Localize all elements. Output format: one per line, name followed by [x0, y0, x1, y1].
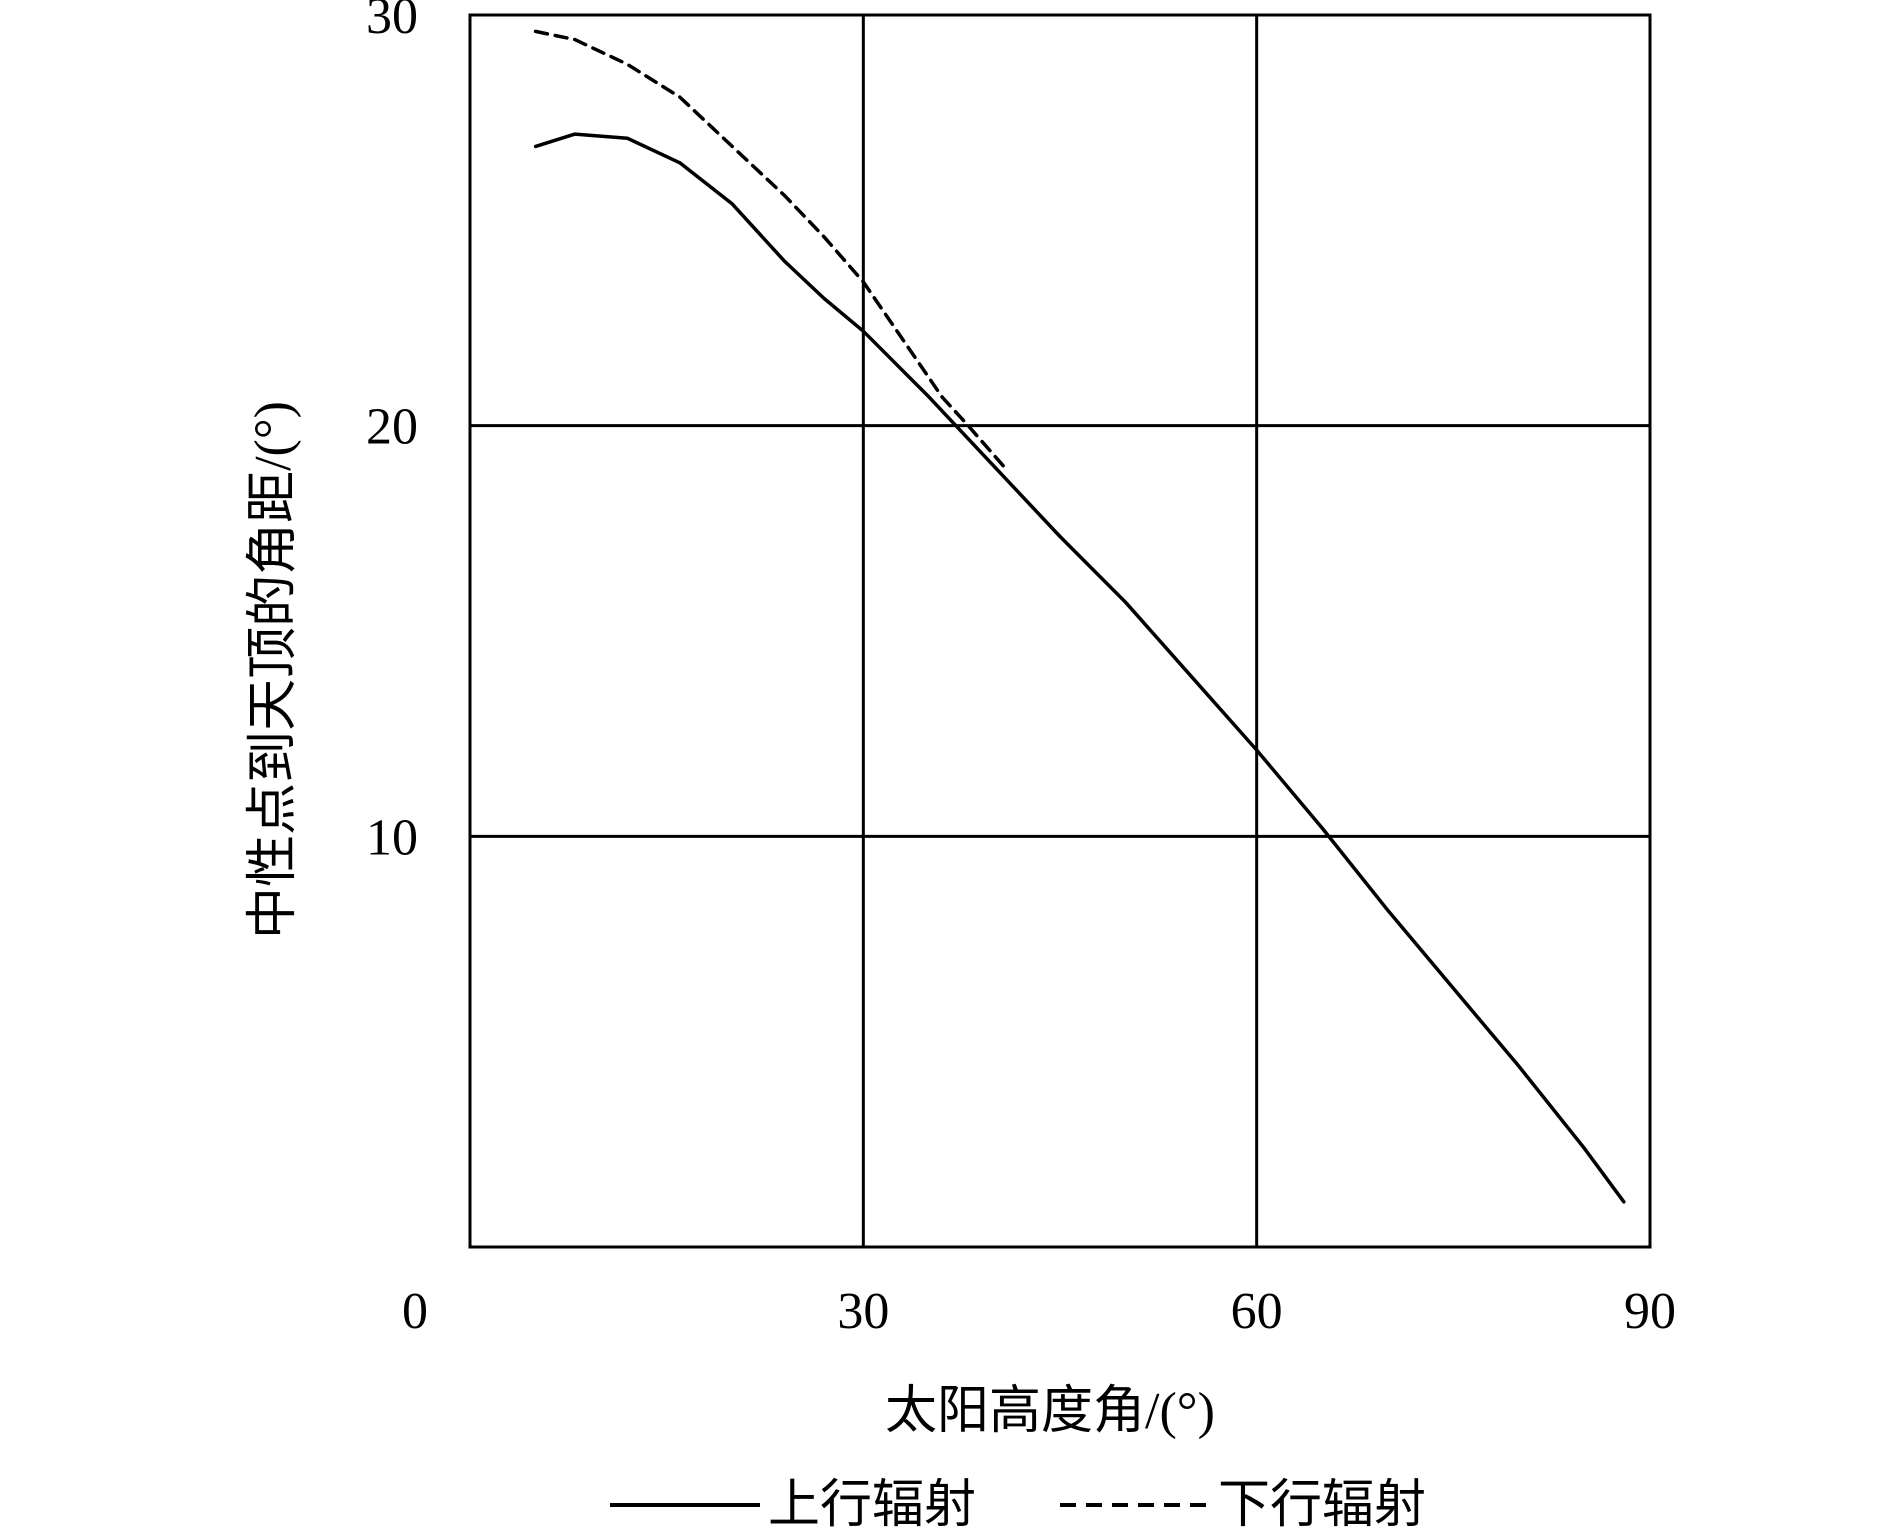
- series-line-0: [533, 132, 1626, 1204]
- legend: 上行辐射 下行辐射: [610, 1477, 1426, 1534]
- legend-label-upward: 上行辐射: [768, 1477, 976, 1534]
- grid-lines: [470, 15, 1650, 1247]
- x-axis-title: 太阳高度角/(°): [885, 1383, 1215, 1440]
- plot-area-frame: [468, 13, 1652, 1249]
- y-axis-title: 中性点到天顶的角距/(°): [245, 401, 302, 939]
- y-tick-label-20: 20: [366, 399, 418, 456]
- y-tick-label-10: 10: [366, 809, 418, 866]
- series-lines: [533, 29, 1626, 1204]
- tick-labels: 0 30 60 90 10 20 30: [366, 0, 1676, 1340]
- x-tick-label-90: 90: [1624, 1283, 1676, 1340]
- x-tick-label-30: 30: [837, 1283, 889, 1340]
- y-tick-label-30: 30: [366, 0, 418, 45]
- legend-label-downward: 下行辐射: [1218, 1477, 1426, 1534]
- x-tick-label-60: 60: [1231, 1283, 1283, 1340]
- x-tick-label-0: 0: [402, 1283, 428, 1340]
- series-line-1: [533, 29, 1010, 473]
